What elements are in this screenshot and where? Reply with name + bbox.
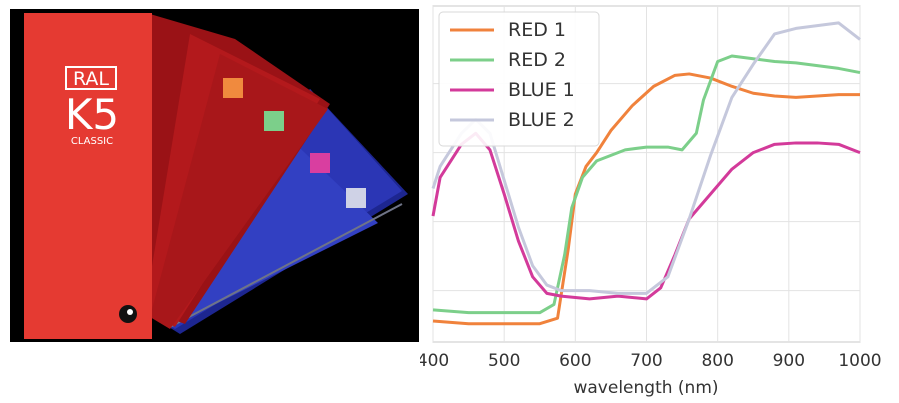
series-line-red-2 bbox=[432, 54, 861, 315]
swatch-lavender bbox=[346, 188, 366, 208]
reflectance-spectra-chart: 400 500 600 700 800 900 1000 wavelength (nm) R… bbox=[420, 5, 882, 398]
brand-main-text: K5 bbox=[65, 90, 119, 139]
x-tick-label: 500 bbox=[488, 351, 520, 371]
x-tick-label: 900 bbox=[773, 351, 805, 371]
legend: RED 1 RED 2 BLUE 1 BLUE 2 bbox=[438, 11, 600, 147]
legend-label: RED 1 bbox=[508, 19, 566, 41]
blue-card-edge bbox=[169, 203, 403, 328]
swatch-orange bbox=[223, 78, 243, 98]
brand-box bbox=[65, 66, 117, 90]
x-tick-label: 600 bbox=[559, 351, 591, 371]
brand-top-text: RAL bbox=[73, 68, 109, 90]
ral-color-fan-photo: RAL K5 CLASSIC bbox=[10, 9, 419, 342]
x-tick-label: 800 bbox=[701, 351, 733, 371]
series-line-red-1 bbox=[432, 72, 860, 326]
swatch-magenta bbox=[310, 153, 330, 173]
x-tick-label: 700 bbox=[630, 351, 662, 371]
x-axis-title: wavelength (nm) bbox=[573, 378, 718, 398]
legend-label: BLUE 1 bbox=[508, 79, 575, 101]
swatch-green bbox=[264, 111, 284, 131]
legend-label: RED 2 bbox=[508, 49, 566, 71]
legend-box bbox=[438, 11, 600, 147]
x-tick-label: 400 bbox=[420, 351, 449, 371]
rivet-highlight-icon bbox=[127, 309, 133, 315]
front-card bbox=[24, 13, 152, 339]
x-tick-label: 1000 bbox=[838, 351, 881, 371]
x-tick-labels: 400 500 600 700 800 900 1000 bbox=[420, 351, 882, 371]
brand-sub-text: CLASSIC bbox=[71, 136, 113, 147]
legend-label: BLUE 2 bbox=[508, 109, 575, 131]
